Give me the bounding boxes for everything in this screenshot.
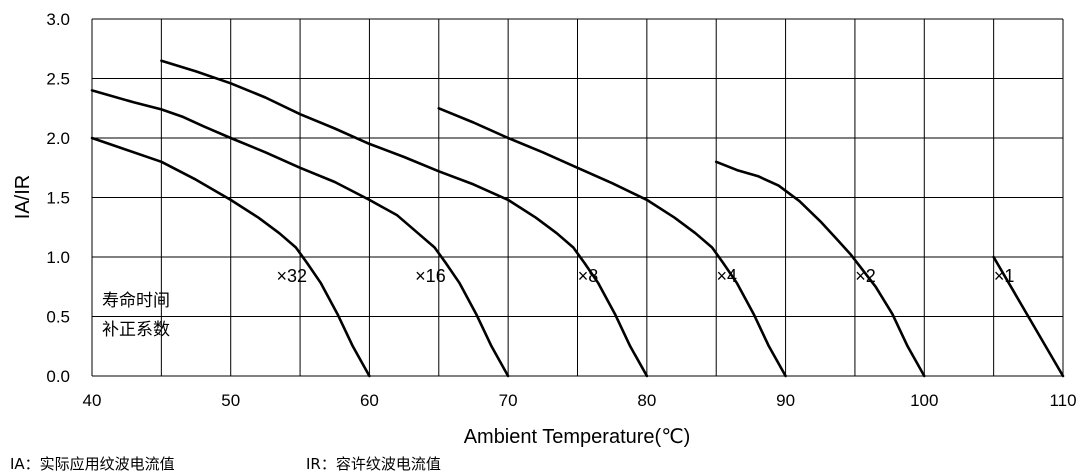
multiplier-label: ×16 xyxy=(415,266,446,286)
annotation-line-1: 寿命时间 xyxy=(102,291,170,311)
multiplier-label: ×8 xyxy=(578,266,599,286)
curve-line xyxy=(992,255,1065,378)
multiplier-label: ×1 xyxy=(994,266,1015,286)
y-tick-label: 3.0 xyxy=(46,10,70,29)
curve-line xyxy=(437,107,787,378)
y-tick-labels: 0.0 0.5 1.0 1.5 2.0 2.5 3.0 xyxy=(46,10,70,386)
x-tick-label: 40 xyxy=(83,391,102,410)
multiplier-label: ×2 xyxy=(855,266,876,286)
x-tick-labels: 40 50 60 70 80 90 100 110 xyxy=(83,391,1077,410)
annotation-line-2: 补正系数 xyxy=(102,320,170,340)
x-tick-label: 80 xyxy=(637,391,656,410)
curve-line xyxy=(90,89,510,378)
x-tick-label: 70 xyxy=(499,391,518,410)
curves xyxy=(90,59,1065,378)
multiplier-label: ×32 xyxy=(276,266,307,286)
y-axis-title: IA/IR xyxy=(12,175,34,219)
x-tick-label: 50 xyxy=(221,391,240,410)
x-axis-title: Ambient Temperature(℃) xyxy=(464,426,691,448)
multiplier-labels: ×32 ×16 ×8 ×4 ×2 ×1 xyxy=(276,266,1014,286)
y-tick-label: 0.5 xyxy=(46,308,70,327)
footnote-ia: IA：实际应用纹波电流值 xyxy=(10,455,175,473)
curve-line xyxy=(160,59,649,378)
curve-line xyxy=(90,136,371,378)
footnote-ir: IR：容许纹波电流值 xyxy=(306,455,441,473)
y-tick-label: 2.0 xyxy=(46,129,70,148)
multiplier-label: ×4 xyxy=(716,266,737,286)
x-tick-label: 90 xyxy=(776,391,795,410)
curve-line xyxy=(714,160,926,378)
y-tick-label: 0.0 xyxy=(46,367,70,386)
y-tick-label: 1.5 xyxy=(46,189,70,208)
x-tick-label: 60 xyxy=(360,391,379,410)
grid-lines xyxy=(91,18,1064,377)
y-tick-label: 2.5 xyxy=(46,70,70,89)
y-tick-label: 1.0 xyxy=(46,248,70,267)
x-tick-label: 110 xyxy=(1049,391,1076,410)
x-tick-label: 100 xyxy=(910,391,938,410)
